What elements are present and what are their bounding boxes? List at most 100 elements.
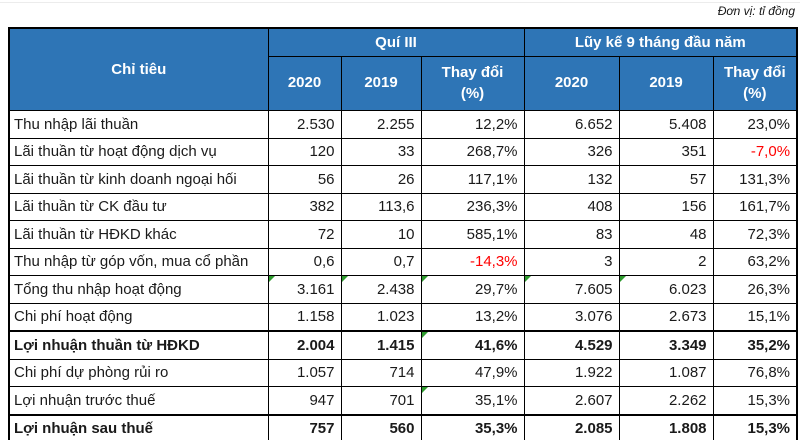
header-group-row: Chỉ tiêu Quí III Lũy kế 9 tháng đầu năm [8,27,798,111]
value-cell: 48 [618,220,714,249]
value-cell: 13,2% [420,302,525,332]
value-cell: 26,3% [712,275,798,304]
value-cell-negative: -7,0% [712,137,798,166]
value-cell: 326 [523,137,620,166]
value-cell: 0,6 [267,247,342,276]
value-cell: 120 [267,137,342,166]
value-cell: 35,2% [712,330,798,360]
table-row: Lãi thuần từ HĐKD khác 72 10 585,1% 83 4… [8,220,798,249]
value-cell: 2.004 [267,330,342,360]
value-cell-flagged: 3.161 [267,275,342,304]
value-cell: 83 [523,220,620,249]
spreadsheet-gridline [0,2,800,3]
value-cell: 4.529 [523,330,620,360]
value-cell-flagged: 29,7% [420,275,525,304]
header-sub-row: 2020 2019 Thay đổi (%) 2020 2019 Thay đổ… [9,56,798,111]
value-cell: 1.922 [523,358,620,387]
column-header-ytd-change: Thay đổi (%) [712,56,798,111]
value-cell: 132 [523,165,620,194]
table-row-total: Lợi nhuận sau thuế 757 560 35,3% 2.085 1… [8,413,798,440]
row-label: Lãi thuần từ CK đầu tư [8,192,269,221]
value-cell-negative: -14,3% [420,247,525,276]
value-cell: 2.255 [340,110,422,139]
column-header-q3-change: Thay đổi (%) [420,56,525,111]
value-cell: 10 [340,220,422,249]
row-label: Lãi thuần từ kinh doanh ngoại hối [8,165,269,194]
value-cell: 63,2% [712,247,798,276]
value-cell: 560 [340,413,422,440]
table-row: Thu nhập lãi thuần 2.530 2.255 12,2% 6.6… [8,110,798,139]
value-cell: 57 [618,165,714,194]
column-header-q3-2020: 2020 [267,56,342,111]
row-label: Chi phí dự phòng rủi ro [8,358,269,387]
row-label: Lợi nhuận thuần từ HĐKD [8,330,269,360]
column-header-ytd-2020: 2020 [523,56,620,111]
column-header-criteria: Chỉ tiêu [8,27,269,111]
value-cell: 47,9% [420,358,525,387]
column-header-q3-2019: 2019 [340,56,422,111]
value-cell: 1.057 [267,358,342,387]
value-cell: 131,3% [712,165,798,194]
value-cell: 72 [267,220,342,249]
value-cell-flagged: 2.438 [340,275,422,304]
value-cell: 268,7% [420,137,525,166]
value-cell: 714 [340,358,422,387]
table-row: Lợi nhuận trước thuế 947 701 35,1% 2.607… [8,386,798,415]
column-group-ytd-9months: Lũy kế 9 tháng đầu năm [523,27,798,57]
value-cell: 12,2% [420,110,525,139]
value-cell: 161,7% [712,192,798,221]
table-body: Thu nhập lãi thuần 2.530 2.255 12,2% 6.6… [8,110,798,440]
value-cell: 72,3% [712,220,798,249]
value-cell: 1.087 [618,358,714,387]
value-cell-flagged: 6.023 [618,275,714,304]
value-cell: 1.808 [618,413,714,440]
table-row: Lãi thuần từ hoạt động dịch vụ 120 33 26… [8,137,798,166]
value-cell: 701 [340,386,422,415]
value-cell: 3.076 [523,302,620,332]
row-label: Lãi thuần từ HĐKD khác [8,220,269,249]
table-header: Chỉ tiêu Quí III Lũy kế 9 tháng đầu năm … [8,27,798,111]
table-row: Chi phí hoạt động 1.158 1.023 13,2% 3.07… [8,302,798,332]
value-cell: 6.652 [523,110,620,139]
value-cell: 408 [523,192,620,221]
value-cell-flagged: 41,6% [420,330,525,360]
row-label: Thu nhập từ góp vốn, mua cổ phần [8,247,269,276]
value-cell: 156 [618,192,714,221]
value-cell: 15,3% [712,413,798,440]
value-cell: 15,3% [712,386,798,415]
column-group-quarter3: Quí III [267,27,525,57]
value-cell: 2 [618,247,714,276]
value-cell: 351 [618,137,714,166]
value-cell-flagged: 35,1% [420,386,525,415]
value-cell: 117,1% [420,165,525,194]
value-cell: 757 [267,413,342,440]
table-row-total: Lợi nhuận thuần từ HĐKD 2.004 1.415 41,6… [8,330,798,360]
value-cell: 3 [523,247,620,276]
value-cell: 2.085 [523,413,620,440]
unit-note: Đơn vị: tỉ đồng [717,4,795,18]
value-cell: 2.607 [523,386,620,415]
value-cell: 236,3% [420,192,525,221]
value-cell: 947 [267,386,342,415]
value-cell: 56 [267,165,342,194]
value-cell: 15,1% [712,302,798,332]
value-cell: 113,6 [340,192,422,221]
value-cell: 5.408 [618,110,714,139]
value-cell: 382 [267,192,342,221]
table-row: Lãi thuần từ CK đầu tư 382 113,6 236,3% … [8,192,798,221]
row-label: Chi phí hoạt động [8,302,269,332]
table-row: Thu nhập từ góp vốn, mua cổ phần 0,6 0,7… [8,247,798,276]
row-label: Lợi nhuận sau thuế [8,413,269,440]
value-cell: 2.262 [618,386,714,415]
value-cell: 1.415 [340,330,422,360]
table-row: Chi phí dự phòng rủi ro 1.057 714 47,9% … [8,358,798,387]
value-cell: 1.023 [340,302,422,332]
row-label: Lãi thuần từ hoạt động dịch vụ [8,137,269,166]
value-cell: 26 [340,165,422,194]
column-header-ytd-2019: 2019 [618,56,714,111]
value-cell: 2.530 [267,110,342,139]
table-row: Lãi thuần từ kinh doanh ngoại hối 56 26 … [8,165,798,194]
value-cell: 585,1% [420,220,525,249]
value-cell: 3.349 [618,330,714,360]
table-row: Tổng thu nhập hoạt động 3.161 2.438 29,7… [8,275,798,304]
